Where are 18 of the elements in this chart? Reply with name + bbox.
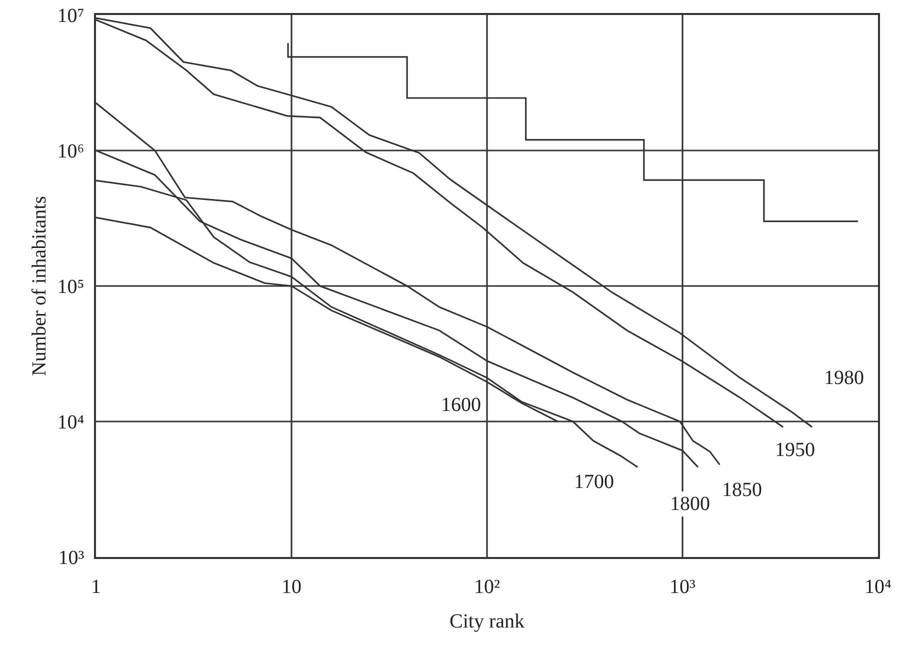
series-label: 1850	[722, 479, 762, 501]
x-tick-label: 10⁴	[864, 576, 892, 598]
x-tick-label: 10³	[670, 576, 696, 598]
y-axis-title: Number of inhabitants	[28, 196, 50, 376]
x-tick-label: 1	[91, 576, 101, 598]
y-tick-label: 10⁷	[57, 5, 84, 27]
y-tick-label: 10³	[58, 547, 84, 569]
series-label: 1700	[574, 471, 614, 493]
series-label: 1800	[670, 493, 710, 515]
series-label: 1980	[824, 367, 864, 389]
y-tick-label: 10⁴	[57, 412, 84, 434]
series-label: 1950	[775, 439, 815, 461]
x-axis-title: City rank	[450, 610, 524, 633]
y-tick-label: 10⁵	[57, 276, 84, 298]
series-label: 1600	[441, 394, 481, 416]
x-tick-label: 10²	[474, 576, 500, 598]
y-tick-label: 10⁶	[57, 140, 84, 162]
x-tick-label: 10	[282, 576, 302, 598]
